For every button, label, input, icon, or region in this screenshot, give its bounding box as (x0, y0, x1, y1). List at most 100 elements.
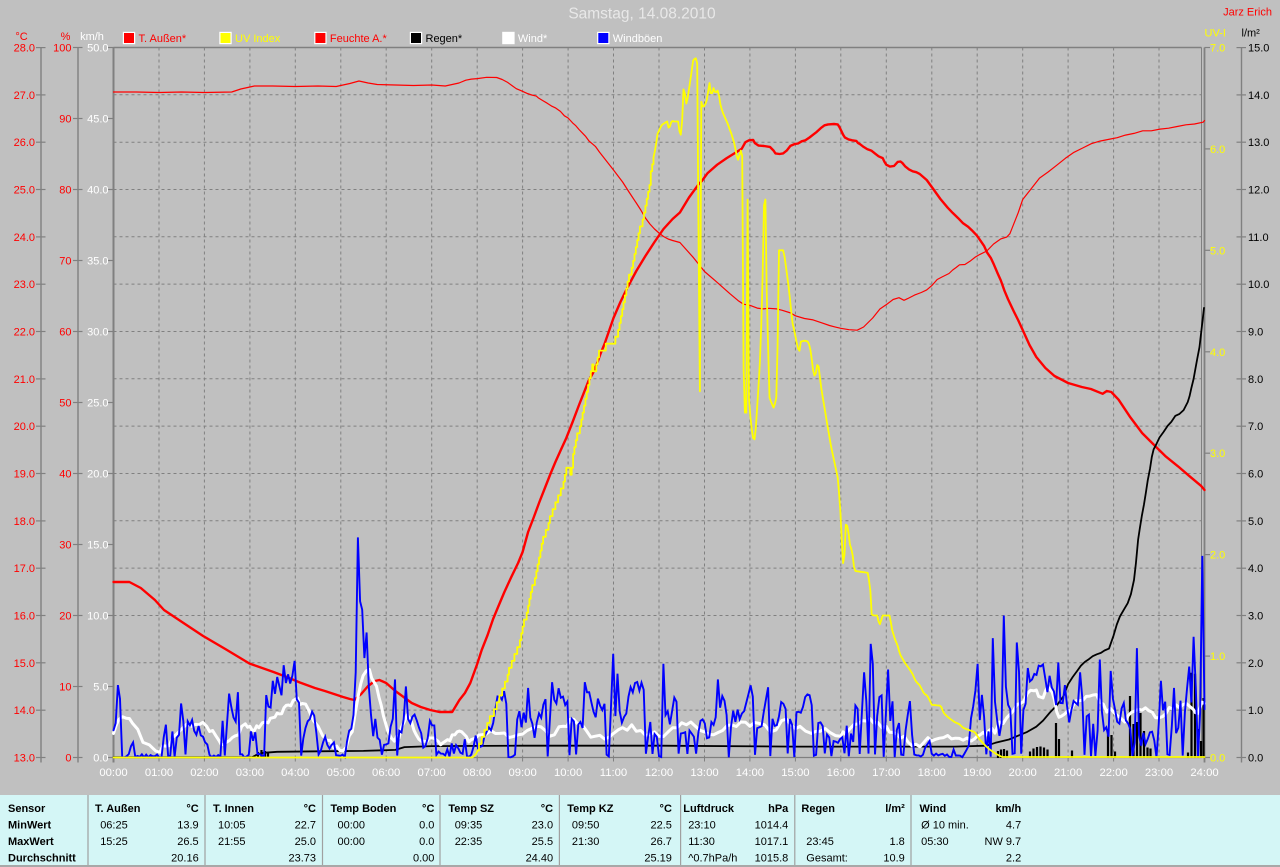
svg-text:06:25: 06:25 (100, 820, 128, 832)
svg-text:9.0: 9.0 (1248, 327, 1263, 339)
svg-text:13.9: 13.9 (177, 820, 198, 832)
svg-text:6.0: 6.0 (1210, 144, 1225, 156)
svg-text:Sensor: Sensor (8, 803, 46, 815)
svg-text:00:00: 00:00 (338, 836, 366, 848)
svg-text:0.0: 0.0 (93, 753, 108, 765)
svg-text:NW 9.7: NW 9.7 (985, 836, 1022, 848)
svg-text:0.0: 0.0 (1248, 753, 1263, 765)
svg-text:80: 80 (59, 185, 71, 197)
svg-text:10.9: 10.9 (883, 852, 904, 864)
svg-text:01:00: 01:00 (145, 767, 173, 779)
svg-text:Wind: Wind (920, 803, 947, 815)
svg-text:25.0: 25.0 (295, 836, 316, 848)
svg-text:°C: °C (660, 803, 672, 815)
svg-text:0.0: 0.0 (1210, 753, 1225, 765)
svg-text:1015.8: 1015.8 (755, 852, 789, 864)
svg-text:10: 10 (59, 682, 71, 694)
svg-text:17:00: 17:00 (872, 767, 900, 779)
svg-text:45.0: 45.0 (87, 114, 108, 126)
svg-text:0: 0 (65, 753, 71, 765)
svg-text:8.0: 8.0 (1248, 374, 1263, 386)
svg-text:5.0: 5.0 (93, 682, 108, 694)
svg-text:Gesamt:: Gesamt: (806, 852, 848, 864)
svg-text:40.0: 40.0 (87, 185, 108, 197)
svg-text:22.7: 22.7 (295, 820, 316, 832)
svg-text:2.0: 2.0 (1248, 658, 1263, 670)
svg-text:T. Innen: T. Innen (213, 803, 254, 815)
svg-text:18.0: 18.0 (14, 516, 35, 528)
svg-text:26.5: 26.5 (177, 836, 198, 848)
svg-text:26.7: 26.7 (650, 836, 671, 848)
svg-text:MaxWert: MaxWert (8, 836, 54, 848)
svg-text:16:00: 16:00 (827, 767, 855, 779)
svg-text:Feuchte A.*: Feuchte A.* (330, 33, 388, 45)
svg-text:2.0: 2.0 (1210, 550, 1225, 562)
svg-text:10:00: 10:00 (554, 767, 582, 779)
svg-text:0.00: 0.00 (413, 852, 434, 864)
svg-text:09:50: 09:50 (572, 820, 600, 832)
svg-text:1.0: 1.0 (1248, 705, 1263, 717)
svg-text:Luftdruck: Luftdruck (683, 803, 735, 815)
svg-text:°C: °C (422, 803, 434, 815)
svg-text:50.0: 50.0 (87, 43, 108, 55)
svg-text:15.0: 15.0 (1248, 43, 1269, 55)
svg-text:25.0: 25.0 (87, 398, 108, 410)
svg-text:Wind*: Wind* (518, 33, 548, 45)
svg-text:0.0: 0.0 (419, 820, 434, 832)
svg-text:11:00: 11:00 (600, 767, 627, 779)
svg-text:22:00: 22:00 (1099, 767, 1127, 779)
svg-text:Ø 10 min.: Ø 10 min. (921, 820, 969, 832)
svg-text:2.2: 2.2 (1006, 852, 1021, 864)
svg-text:20: 20 (59, 611, 71, 623)
svg-text:l/m²: l/m² (1242, 28, 1261, 40)
svg-text:hPa: hPa (768, 803, 789, 815)
svg-text:25.0: 25.0 (14, 185, 35, 197)
svg-text:25.5: 25.5 (532, 836, 553, 848)
svg-text:Temp Boden: Temp Boden (331, 803, 397, 815)
svg-text:05:00: 05:00 (327, 767, 355, 779)
svg-text:30.0: 30.0 (87, 327, 108, 339)
svg-text:24.0: 24.0 (14, 232, 35, 244)
svg-text:06:00: 06:00 (372, 767, 400, 779)
svg-text:6.0: 6.0 (1248, 469, 1263, 481)
svg-text:08:00: 08:00 (463, 767, 491, 779)
svg-text:UV Index: UV Index (235, 33, 281, 45)
svg-text:19:00: 19:00 (963, 767, 991, 779)
svg-text:Durchschnitt: Durchschnitt (8, 852, 76, 864)
svg-text:km/h: km/h (80, 31, 104, 43)
svg-text:40: 40 (59, 469, 71, 481)
svg-text:0.0: 0.0 (419, 836, 434, 848)
svg-text:5.0: 5.0 (1210, 245, 1225, 257)
svg-text:15:00: 15:00 (781, 767, 809, 779)
svg-text:22.0: 22.0 (14, 327, 35, 339)
svg-text:15.0: 15.0 (14, 658, 35, 670)
svg-text:4.7: 4.7 (1006, 820, 1021, 832)
svg-text:l/m²: l/m² (885, 803, 905, 815)
svg-text:14.0: 14.0 (1248, 90, 1269, 102)
svg-text:15.0: 15.0 (87, 540, 108, 552)
svg-text:7.0: 7.0 (1248, 421, 1263, 433)
svg-text:35.0: 35.0 (87, 256, 108, 268)
svg-text:11:30: 11:30 (688, 836, 715, 848)
svg-text:24:00: 24:00 (1190, 767, 1218, 779)
svg-text:^0.7hPa/h: ^0.7hPa/h (688, 852, 737, 864)
svg-text:°C: °C (304, 803, 316, 815)
svg-text:28.0: 28.0 (14, 43, 35, 55)
svg-text:T. Außen*: T. Außen* (139, 33, 187, 45)
svg-text:03:00: 03:00 (236, 767, 264, 779)
svg-text:5.0: 5.0 (1248, 516, 1263, 528)
svg-text:Windböen: Windböen (613, 33, 663, 45)
svg-text:°C: °C (186, 803, 198, 815)
svg-text:4.0: 4.0 (1248, 563, 1263, 575)
svg-text:Samstag, 14.08.2010: Samstag, 14.08.2010 (568, 6, 716, 23)
svg-text:05:30: 05:30 (921, 836, 949, 848)
svg-text:00:00: 00:00 (99, 767, 127, 779)
svg-text:12.0: 12.0 (1248, 185, 1269, 197)
svg-text:km/h: km/h (996, 803, 1022, 815)
svg-text:13.0: 13.0 (1248, 137, 1269, 149)
svg-text:21:55: 21:55 (218, 836, 246, 848)
svg-text:3.0: 3.0 (1210, 448, 1225, 460)
svg-text:90: 90 (59, 114, 71, 126)
svg-text:23:45: 23:45 (806, 836, 834, 848)
svg-text:4.0: 4.0 (1210, 347, 1225, 359)
